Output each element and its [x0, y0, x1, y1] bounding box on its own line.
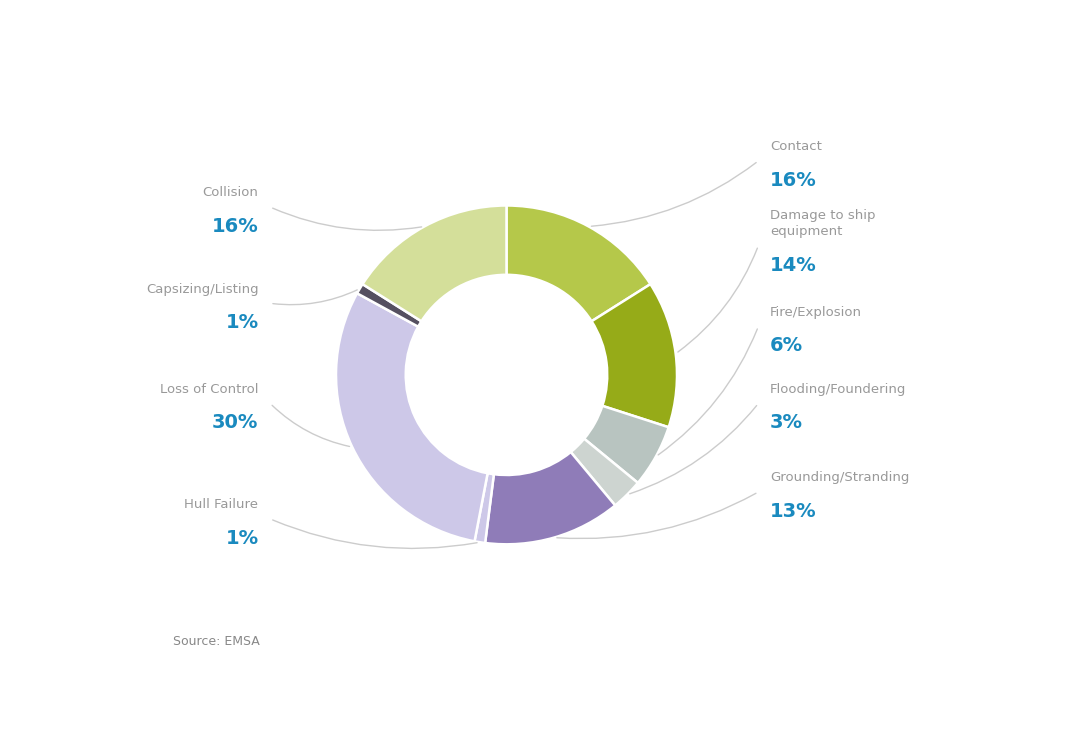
Text: Capsizing/Listing: Capsizing/Listing [146, 283, 258, 296]
Text: 16%: 16% [212, 217, 258, 236]
Text: 3%: 3% [770, 413, 803, 433]
Text: 1%: 1% [225, 529, 258, 548]
Wedge shape [475, 473, 494, 543]
Wedge shape [584, 406, 668, 483]
Wedge shape [363, 206, 507, 321]
Text: Fire/Explosion: Fire/Explosion [770, 306, 862, 319]
Text: 30%: 30% [212, 413, 258, 433]
Wedge shape [357, 284, 422, 327]
Wedge shape [570, 439, 638, 506]
Wedge shape [485, 452, 615, 544]
Text: Damage to ship
equipment: Damage to ship equipment [770, 209, 876, 238]
Text: Hull Failure: Hull Failure [184, 498, 258, 512]
Wedge shape [336, 293, 487, 542]
Wedge shape [507, 206, 651, 321]
Text: 6%: 6% [770, 337, 803, 356]
Text: Flooding/Foundering: Flooding/Foundering [770, 382, 906, 396]
Text: 1%: 1% [225, 314, 258, 332]
Text: 13%: 13% [770, 502, 817, 521]
Text: 16%: 16% [770, 171, 817, 190]
Text: 14%: 14% [770, 256, 817, 274]
Text: Loss of Control: Loss of Control [160, 382, 258, 396]
Wedge shape [592, 284, 677, 428]
Text: Source: EMSA: Source: EMSA [173, 635, 260, 648]
Text: Grounding/Stranding: Grounding/Stranding [770, 471, 909, 484]
Text: Contact: Contact [770, 140, 822, 153]
Text: Collision: Collision [202, 186, 258, 200]
